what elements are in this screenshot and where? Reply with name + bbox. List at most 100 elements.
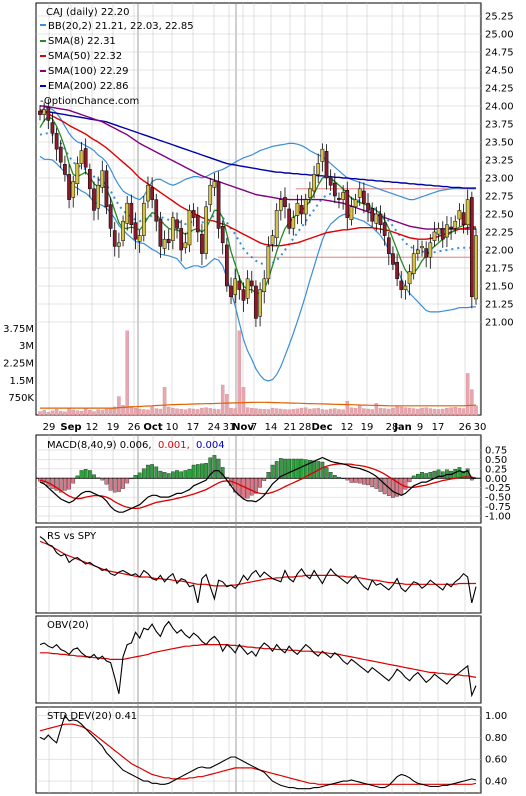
volume-bar xyxy=(341,409,345,416)
std-layer xyxy=(39,714,477,790)
x-tick-label: 9 xyxy=(417,422,423,433)
candle-body xyxy=(241,289,246,301)
x-tick-label: Dec xyxy=(311,422,332,433)
candle-body xyxy=(42,109,47,115)
volume-bar xyxy=(391,407,395,416)
x-tick-label: 14 xyxy=(265,422,278,433)
macd-histogram-bar xyxy=(108,478,113,491)
candle xyxy=(79,142,84,170)
x-tick-label: 17 xyxy=(432,422,445,433)
candle xyxy=(453,215,458,235)
volume-bar xyxy=(108,407,113,416)
candle-body xyxy=(212,181,217,188)
candle-body xyxy=(411,253,416,275)
candle-body xyxy=(216,181,221,229)
candle xyxy=(254,280,258,328)
price-tick-label: 23.00 xyxy=(485,174,514,185)
candle-body xyxy=(175,219,179,229)
candle xyxy=(171,211,175,250)
volume-bar xyxy=(117,396,121,416)
candle-body xyxy=(83,148,88,168)
candle xyxy=(179,219,184,262)
macd-histogram-bar xyxy=(133,475,138,479)
volume-bar xyxy=(75,410,80,416)
macd-line xyxy=(39,456,477,513)
rs-line xyxy=(39,536,477,604)
macd-histogram-bar xyxy=(183,470,188,479)
candle-body xyxy=(320,148,325,162)
candle xyxy=(121,215,125,247)
candle xyxy=(345,181,350,230)
macd-histogram-bar xyxy=(200,463,204,479)
candle xyxy=(420,240,424,257)
macd-histogram-bar xyxy=(436,469,441,479)
price-tick-label: 24.00 xyxy=(485,102,514,113)
price-tick-label: 21.00 xyxy=(485,318,514,329)
obv-average-line xyxy=(40,643,477,678)
candle xyxy=(83,138,88,175)
candle xyxy=(262,270,267,304)
candle-body xyxy=(187,210,192,246)
macd-histogram-bar xyxy=(370,478,375,487)
watermark: -OptionChance.com xyxy=(40,96,139,107)
macd-histogram-bar xyxy=(129,478,134,480)
macd-histogram-bar xyxy=(71,478,76,484)
candle xyxy=(96,176,100,220)
candle-body xyxy=(183,242,188,249)
candle-body xyxy=(162,238,167,249)
macd-histogram-bar xyxy=(121,478,125,489)
candle-body xyxy=(112,230,117,247)
volume-bar xyxy=(158,408,163,416)
macd-histogram-bar xyxy=(395,478,399,497)
macd-histogram-bar xyxy=(75,475,80,479)
candle xyxy=(299,195,304,225)
macd-histogram-bar xyxy=(79,470,84,479)
candle xyxy=(162,230,167,255)
candle xyxy=(341,185,345,210)
volume-bar xyxy=(279,408,283,416)
candle-body xyxy=(295,202,300,216)
candle-body xyxy=(225,244,229,287)
chart-title: CAJ (daily) 22.20 xyxy=(46,7,130,18)
macd-histogram-bar xyxy=(341,478,345,479)
candle-body xyxy=(440,228,445,240)
rs-average-line xyxy=(39,540,476,587)
volume-bar xyxy=(457,407,462,416)
volume-tick-label: 750K xyxy=(8,393,34,404)
bb-upper-line xyxy=(39,106,476,201)
obv-layer xyxy=(39,620,477,698)
candle-body xyxy=(121,220,125,241)
candle-body xyxy=(171,217,175,241)
candle xyxy=(175,212,179,239)
x-tick-label: 26 xyxy=(128,422,141,433)
volume-bar xyxy=(112,406,117,416)
volume-bar xyxy=(416,408,420,416)
volume-bar xyxy=(445,407,449,416)
candle xyxy=(278,190,283,221)
volume-bar xyxy=(407,407,412,416)
macd-histogram-bar xyxy=(54,478,59,491)
candle xyxy=(474,228,478,305)
macd-histogram-bar xyxy=(92,474,96,479)
candle xyxy=(154,193,159,232)
legend: BB(20,2) 21.21, 22.03, 22.85 SMA(8) 22.3… xyxy=(40,21,194,92)
candle xyxy=(407,264,412,296)
sma8-line xyxy=(39,116,477,294)
x-tick-label: 26 xyxy=(459,422,472,433)
candle-body xyxy=(54,133,59,150)
candle-body xyxy=(357,188,362,198)
macd-histogram-bar xyxy=(411,475,416,479)
volume-bar xyxy=(382,408,387,416)
rs-panel-frame xyxy=(35,526,482,614)
volume-bar xyxy=(370,409,374,416)
macd-histogram-bar xyxy=(216,458,221,479)
macd-tick-label: -1.00 xyxy=(485,512,511,523)
macd-histogram-bar xyxy=(50,478,55,489)
candle xyxy=(50,112,55,144)
candle-body xyxy=(403,285,408,290)
volume-bar xyxy=(320,409,325,416)
macd-histogram-bar xyxy=(117,478,121,492)
obv-line xyxy=(39,620,477,698)
legend-sma50: SMA(50) 22.32 xyxy=(40,51,122,62)
volume-bar xyxy=(436,409,441,416)
